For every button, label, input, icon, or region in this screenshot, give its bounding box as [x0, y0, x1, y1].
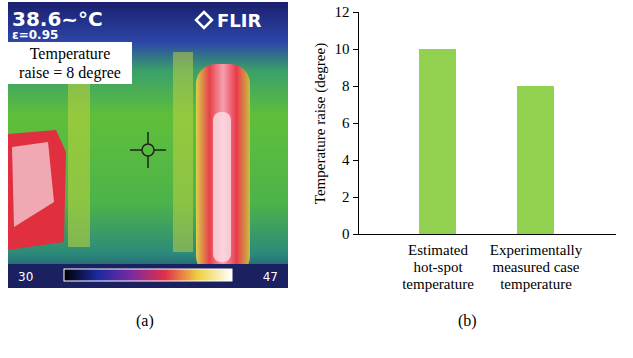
svg-text:30: 30	[18, 270, 33, 284]
html-text:(a): (a)	[136, 312, 154, 329]
svg-text:Estimatedhot-spottemperature: Estimatedhot-spottemperature	[402, 242, 474, 293]
html-text:Temperature raise = 8 degree: Temperature raise = 8 degree	[19, 45, 121, 81]
svg-text:12: 12	[335, 4, 350, 20]
svg-text:Temperature raise (degree): Temperature raise (degree)	[312, 43, 329, 204]
svg-text:FLIR: FLIR	[217, 10, 261, 31]
svg-text:ε=0.95: ε=0.95	[12, 28, 58, 42]
html-text:(b): (b)	[458, 312, 477, 329]
svg-text:4: 4	[342, 152, 350, 168]
svg-text:6: 6	[342, 115, 350, 131]
svg-text:10: 10	[335, 41, 350, 57]
svg-text:47: 47	[263, 270, 278, 284]
svg-text:38.6~°C: 38.6~°C	[12, 7, 103, 31]
svg-text:Experimentallymeasured casetem: Experimentallymeasured casetemperature	[490, 242, 583, 293]
svg-text:0: 0	[342, 226, 350, 242]
svg-text:8: 8	[342, 78, 350, 94]
svg-text:2: 2	[342, 189, 350, 205]
